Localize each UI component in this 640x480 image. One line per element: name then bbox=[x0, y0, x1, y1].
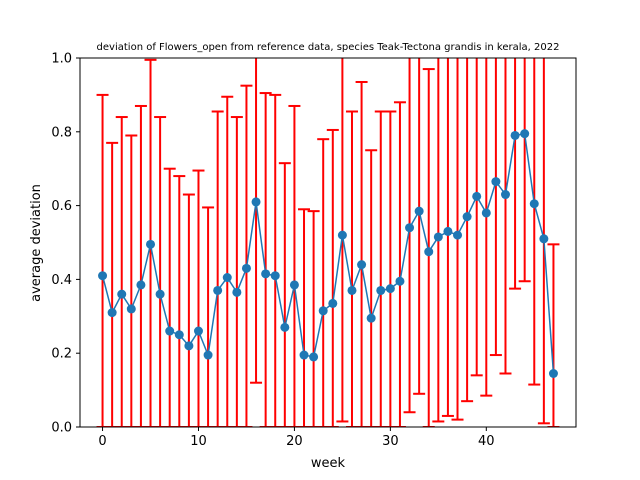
y-tick-label: 0.0 bbox=[51, 421, 72, 436]
axes-frame bbox=[79, 57, 577, 428]
chart-title: deviation of Flowers_open from reference… bbox=[97, 42, 560, 53]
data-point bbox=[280, 322, 290, 332]
data-point bbox=[107, 308, 117, 318]
axes: 0 10 20 30 40 0.0 0.2 0.4 0.6 0.8 1.0 bbox=[51, 52, 577, 449]
data-point bbox=[261, 269, 271, 279]
data-point bbox=[203, 350, 213, 360]
data-point bbox=[98, 271, 108, 281]
data-point bbox=[165, 326, 175, 336]
data-point bbox=[155, 289, 165, 299]
y-axis-label: average deviation bbox=[29, 184, 44, 302]
y-tick-label: 0.4 bbox=[51, 273, 72, 288]
data-point bbox=[117, 289, 127, 299]
data-point bbox=[193, 326, 203, 336]
y-tick-label: 0.8 bbox=[51, 125, 72, 140]
x-tick-label: 40 bbox=[478, 434, 495, 449]
data-point bbox=[357, 260, 367, 270]
plot-area bbox=[96, 58, 560, 427]
data-point bbox=[548, 368, 558, 378]
data-point bbox=[213, 285, 223, 295]
data-point bbox=[318, 306, 328, 316]
x-tick-label: 30 bbox=[382, 434, 399, 449]
data-point bbox=[146, 239, 156, 249]
data-point bbox=[414, 206, 424, 216]
data-point bbox=[347, 285, 357, 295]
data-point bbox=[529, 199, 539, 209]
x-tick-label: 0 bbox=[98, 434, 106, 449]
data-point bbox=[453, 230, 463, 240]
data-point bbox=[270, 271, 280, 281]
data-point bbox=[376, 285, 386, 295]
data-point bbox=[309, 352, 319, 362]
y-tick-label: 0.2 bbox=[51, 347, 72, 362]
data-point bbox=[481, 208, 491, 218]
data-point bbox=[241, 263, 251, 273]
data-point bbox=[500, 190, 510, 200]
data-point bbox=[136, 280, 146, 290]
x-tick-label: 20 bbox=[286, 434, 303, 449]
data-point bbox=[491, 177, 501, 187]
data-point bbox=[174, 330, 184, 340]
data-point bbox=[539, 234, 549, 244]
data-point bbox=[520, 129, 530, 139]
data-point bbox=[472, 191, 482, 201]
data-point bbox=[232, 287, 242, 297]
data-point bbox=[395, 276, 405, 286]
data-point bbox=[299, 350, 309, 360]
data-point bbox=[510, 130, 520, 140]
x-tick-label: 10 bbox=[190, 434, 207, 449]
y-tick-label: 1.0 bbox=[51, 52, 72, 67]
data-point bbox=[433, 232, 443, 242]
y-tick-label: 0.6 bbox=[51, 199, 72, 214]
data-point bbox=[424, 247, 434, 257]
data-point bbox=[251, 197, 261, 207]
data-point bbox=[184, 341, 194, 351]
data-point bbox=[443, 226, 453, 236]
data-point bbox=[462, 212, 472, 222]
data-point bbox=[328, 298, 338, 308]
data-point bbox=[126, 304, 136, 314]
data-point bbox=[222, 273, 232, 283]
data-point bbox=[366, 313, 376, 323]
data-point bbox=[405, 223, 415, 233]
data-point bbox=[289, 280, 299, 290]
data-point bbox=[385, 284, 395, 294]
data-point bbox=[337, 230, 347, 240]
x-axis-label: week bbox=[311, 456, 346, 471]
